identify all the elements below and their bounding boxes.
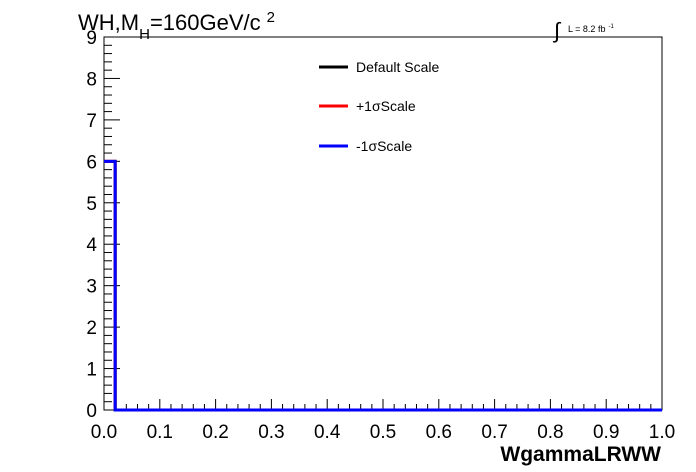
x-axis: 0.0 0.1 0.2 0.3 0.4 0.5 0.6 0.7 0.8 0.9 1.0	[91, 399, 675, 443]
y-tick-label: 6	[86, 152, 97, 173]
x-tick-label: 0.7	[481, 422, 507, 443]
y-tick-label: 3	[86, 277, 97, 298]
plot-frame	[103, 36, 663, 411]
chart-title: WH,MH=160GeV/c 2	[78, 9, 275, 43]
title-rest: =160GeV/c	[150, 10, 261, 35]
x-tick-label: 0.3	[258, 422, 284, 443]
y-tick-label: 5	[86, 194, 97, 215]
lumi-superscript: -1	[608, 24, 614, 30]
title-superscript: 2	[267, 9, 275, 26]
y-axis: 0 1 2 3 4 5 6 7 8 9	[86, 28, 120, 422]
y-tick-label: 4	[86, 235, 97, 256]
title-main: WH,M	[78, 10, 139, 35]
legend-label: Default Scale	[356, 59, 439, 75]
x-tick-label: 0.1	[147, 422, 173, 443]
x-tick-label: 0.2	[202, 422, 228, 443]
x-tick-label: 0.0	[91, 422, 117, 443]
x-tick-label: 1.0	[649, 422, 675, 443]
x-tick-label: 0.5	[370, 422, 396, 443]
series-line-2	[104, 159, 662, 412]
legend: Default Scale +1σScale -1σScale	[319, 59, 439, 154]
y-tick-label: 7	[86, 111, 97, 132]
series-line-3	[104, 159, 662, 412]
lumi-integral: ∫	[552, 18, 562, 43]
y-tick-label: 9	[86, 28, 97, 49]
lumi-text: L = 8.2 fb	[568, 24, 605, 34]
series-group	[104, 159, 662, 412]
y-tick-label: 2	[86, 318, 97, 339]
x-axis-label: WgammaLRWW	[500, 443, 661, 466]
lumi-label: L = 8.2 fb -1	[568, 24, 614, 34]
y-tick-label: 8	[86, 69, 97, 90]
x-tick-label: 0.8	[537, 422, 563, 443]
series-line-1	[104, 159, 662, 412]
y-tick-label: 1	[86, 360, 97, 381]
y-tick-label: 0	[86, 401, 97, 422]
x-tick-label: 0.6	[426, 422, 452, 443]
x-tick-label: 0.4	[314, 422, 341, 443]
legend-label: +1σScale	[356, 98, 416, 114]
legend-label: -1σScale	[356, 138, 412, 154]
x-tick-label: 0.9	[593, 422, 619, 443]
title-subscript: H	[139, 26, 150, 43]
